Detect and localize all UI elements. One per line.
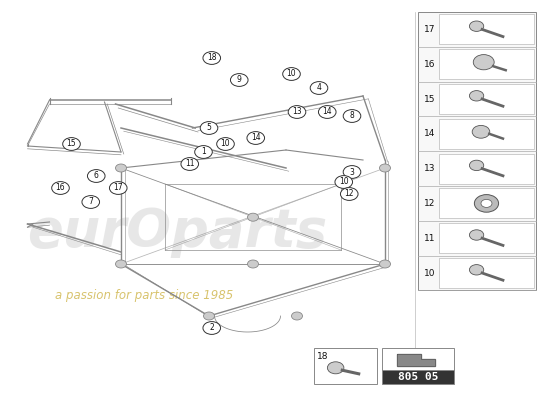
Text: 805 05: 805 05 — [398, 372, 438, 382]
Text: 12: 12 — [424, 199, 435, 208]
Circle shape — [473, 54, 494, 70]
Text: 17: 17 — [424, 25, 435, 34]
Circle shape — [181, 158, 199, 170]
Text: 9: 9 — [237, 76, 241, 84]
Text: 2: 2 — [210, 324, 214, 332]
Text: 14: 14 — [424, 129, 435, 138]
Text: 11: 11 — [424, 234, 435, 243]
Circle shape — [52, 182, 69, 194]
Circle shape — [63, 138, 80, 150]
Circle shape — [379, 164, 390, 172]
Bar — [439, 14, 534, 44]
Bar — [314, 348, 377, 384]
Text: 4: 4 — [317, 84, 321, 92]
Text: 13: 13 — [292, 108, 302, 116]
Circle shape — [288, 106, 306, 118]
Circle shape — [292, 312, 302, 320]
Bar — [382, 370, 454, 384]
Text: eurOparts: eurOparts — [28, 206, 328, 258]
Circle shape — [340, 188, 358, 200]
Circle shape — [82, 196, 100, 208]
Circle shape — [470, 21, 484, 31]
Circle shape — [217, 138, 234, 150]
Circle shape — [474, 194, 499, 212]
Circle shape — [470, 90, 484, 101]
Text: 16: 16 — [56, 184, 65, 192]
Text: 3: 3 — [350, 168, 354, 176]
Circle shape — [327, 362, 344, 374]
Bar — [439, 223, 534, 253]
Circle shape — [379, 260, 390, 268]
Circle shape — [248, 260, 258, 268]
Text: 10: 10 — [339, 178, 349, 186]
Text: 18: 18 — [207, 54, 217, 62]
Circle shape — [470, 160, 484, 170]
Bar — [439, 154, 534, 184]
Circle shape — [200, 122, 218, 134]
Text: 16: 16 — [424, 60, 435, 69]
Circle shape — [248, 213, 258, 221]
Text: 1: 1 — [201, 148, 206, 156]
Circle shape — [203, 52, 221, 64]
Circle shape — [116, 164, 127, 172]
Text: 10: 10 — [221, 140, 230, 148]
Circle shape — [343, 110, 361, 122]
Bar — [439, 188, 534, 218]
Text: 17: 17 — [113, 184, 123, 192]
Bar — [439, 49, 534, 79]
Circle shape — [195, 146, 212, 158]
Text: 14: 14 — [322, 108, 332, 116]
Circle shape — [203, 322, 221, 334]
Circle shape — [472, 126, 490, 138]
Bar — [382, 348, 454, 371]
Circle shape — [335, 176, 353, 188]
Bar — [439, 84, 534, 114]
Circle shape — [470, 265, 484, 275]
Text: 10: 10 — [424, 268, 435, 278]
Text: 5: 5 — [207, 124, 211, 132]
Circle shape — [343, 166, 361, 178]
Text: 10: 10 — [287, 70, 296, 78]
Circle shape — [470, 230, 484, 240]
Circle shape — [116, 260, 127, 268]
Text: 7: 7 — [89, 198, 93, 206]
Circle shape — [109, 182, 127, 194]
Circle shape — [87, 170, 105, 182]
Text: a passion for parts since 1985: a passion for parts since 1985 — [55, 290, 233, 302]
Circle shape — [230, 74, 248, 86]
Circle shape — [310, 82, 328, 94]
Bar — [439, 258, 534, 288]
Text: 18: 18 — [317, 352, 328, 361]
Text: 14: 14 — [251, 134, 261, 142]
Text: 15: 15 — [424, 94, 435, 104]
Circle shape — [318, 106, 336, 118]
Polygon shape — [397, 354, 435, 366]
Text: 11: 11 — [185, 160, 195, 168]
Text: 13: 13 — [424, 164, 435, 173]
Text: 12: 12 — [344, 190, 354, 198]
Circle shape — [481, 199, 492, 207]
Bar — [418, 12, 536, 290]
Circle shape — [247, 132, 265, 144]
Text: 6: 6 — [94, 172, 98, 180]
Circle shape — [283, 68, 300, 80]
Text: 15: 15 — [67, 140, 76, 148]
Circle shape — [204, 312, 214, 320]
Bar — [439, 119, 534, 149]
Text: 8: 8 — [350, 112, 354, 120]
